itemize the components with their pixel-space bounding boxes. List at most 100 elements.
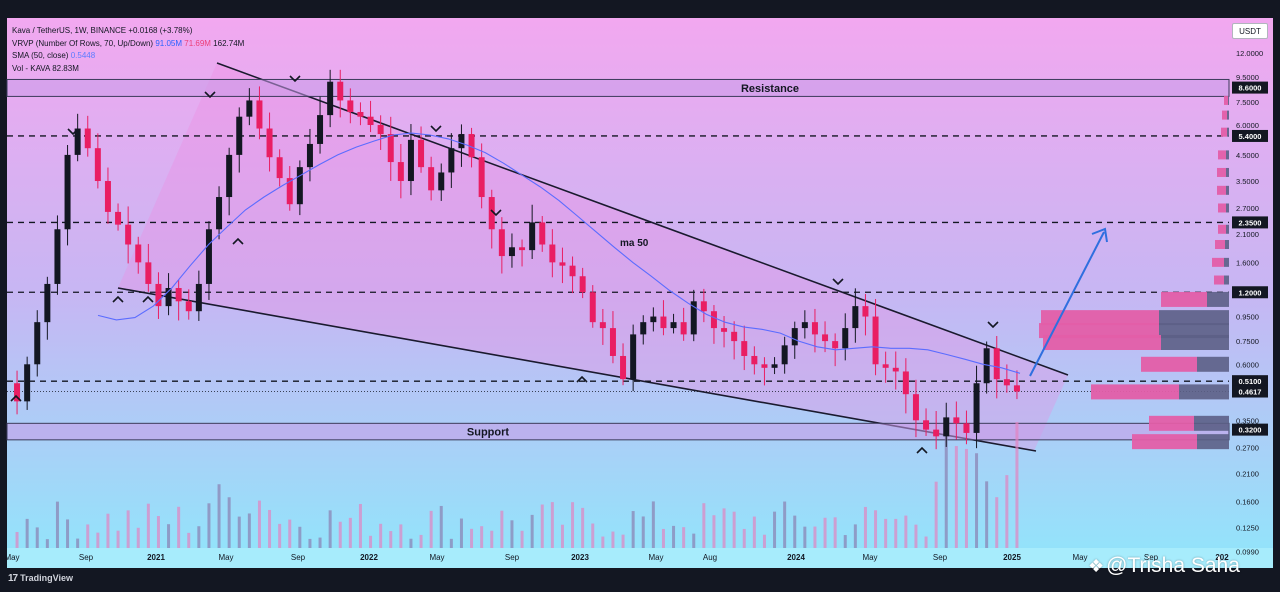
price-label-text-2: 2.3500 bbox=[1239, 218, 1262, 227]
legend-vrvp-row[interactable]: VRVP (Number Of Rows, 70, Up/Down) 91.05… bbox=[12, 38, 244, 51]
candle-body-73 bbox=[751, 355, 758, 365]
candle-body-95 bbox=[973, 383, 980, 433]
volume-bar-3 bbox=[45, 539, 49, 548]
candle-body-20 bbox=[216, 197, 223, 230]
candle-body-61 bbox=[630, 334, 637, 380]
y-tick-label-6: 3.5000 bbox=[1236, 177, 1259, 186]
volume-bar-29 bbox=[308, 538, 312, 548]
candle-body-67 bbox=[690, 301, 697, 335]
candle-body-19 bbox=[205, 229, 212, 284]
candle-body-92 bbox=[943, 417, 950, 437]
legend-sma-row[interactable]: SMA (50, close) 0.5448 bbox=[12, 50, 244, 63]
vp-bar-up-3 bbox=[1043, 334, 1161, 350]
volume-bar-81 bbox=[833, 517, 837, 548]
volume-bar-86 bbox=[884, 518, 888, 548]
tradingview-logo[interactable]: 17 TradingView bbox=[8, 573, 73, 584]
candle-body-55 bbox=[569, 265, 576, 277]
candle-body-66 bbox=[680, 322, 687, 335]
zone-label-1: Support bbox=[467, 427, 509, 439]
volume-bar-43 bbox=[449, 538, 453, 548]
volume-bar-10 bbox=[116, 530, 120, 548]
volume-bar-7 bbox=[86, 524, 90, 548]
annotations: ma 50 bbox=[620, 227, 1108, 377]
pivot-low-marker-5 bbox=[916, 446, 928, 454]
vp-bar-up-0 bbox=[1161, 291, 1207, 307]
y-tick-label-4: 6.0000 bbox=[1236, 121, 1259, 130]
x-tick-label-12: May bbox=[862, 553, 877, 562]
y-tick-label-2: 9.5000 bbox=[1236, 73, 1259, 82]
candle-body-47 bbox=[488, 197, 495, 230]
price-label-text-3: 1.2000 bbox=[1239, 288, 1262, 297]
volume-bar-66 bbox=[682, 527, 686, 548]
x-tick-label-1: Sep bbox=[79, 553, 94, 562]
volume-bar-58 bbox=[601, 536, 605, 548]
candle-body-49 bbox=[508, 247, 515, 257]
volume-bar-5 bbox=[66, 519, 70, 548]
candle-body-90 bbox=[923, 420, 930, 430]
volume-bar-79 bbox=[813, 526, 817, 548]
pivot-low-marker-1 bbox=[112, 295, 124, 303]
vp-bar-down-13 bbox=[1226, 203, 1229, 213]
volume-bar-59 bbox=[611, 531, 615, 548]
candle-body-65 bbox=[670, 322, 677, 329]
zone-box-0 bbox=[6, 78, 1230, 97]
price-axis: 15.000012.00009.50007.50006.00004.50003.… bbox=[1232, 26, 1268, 557]
volume-bar-73 bbox=[752, 516, 756, 548]
volume-value: 82.83M bbox=[52, 63, 79, 73]
legend-symbol-row[interactable]: Kava / TetherUS, 1W, BINANCE +0.0168 (+3… bbox=[12, 25, 244, 38]
volume-bar-50 bbox=[520, 530, 524, 548]
vp-bar-up-12 bbox=[1217, 185, 1226, 195]
vp-bar-up-17 bbox=[1222, 110, 1227, 120]
vp-bar-down-8 bbox=[1226, 224, 1229, 234]
vp-bar-up-8 bbox=[1218, 224, 1226, 234]
vp-bar-down-4 bbox=[1197, 356, 1229, 372]
volume-bar-85 bbox=[874, 510, 878, 548]
y-tick-label-12: 0.6000 bbox=[1236, 360, 1259, 369]
currency-button[interactable]: USDT bbox=[1232, 23, 1268, 39]
y-tick-label-1: 12.0000 bbox=[1236, 49, 1263, 58]
volume-bar-72 bbox=[742, 528, 746, 548]
volume-bar-75 bbox=[773, 511, 777, 548]
candle-body-40 bbox=[418, 139, 425, 168]
price-label-text-0: 8.6000 bbox=[1239, 84, 1262, 93]
volume-bar-62 bbox=[641, 516, 645, 548]
volume-bar-94 bbox=[964, 448, 968, 548]
time-axis: May Sep 2021 May Sep 2022 May Sep 2023 May Aug 2024… bbox=[4, 553, 1229, 562]
candle-body-82 bbox=[842, 328, 849, 349]
volume-bar-16 bbox=[177, 506, 181, 548]
candle-body-26 bbox=[276, 157, 283, 179]
vp-bar-down-0 bbox=[1207, 291, 1229, 307]
zone-box-1 bbox=[6, 422, 1230, 441]
candle-body-12 bbox=[135, 244, 142, 263]
price-label-box-4 bbox=[1232, 375, 1268, 388]
levels-layer bbox=[7, 135, 1229, 392]
volume-bar-78 bbox=[803, 526, 807, 548]
candle-body-5 bbox=[64, 154, 71, 230]
candle-body-35 bbox=[367, 116, 374, 126]
candle-body-88 bbox=[902, 371, 909, 395]
volume-bar-38 bbox=[399, 524, 403, 548]
vp-bar-up-10 bbox=[1212, 257, 1224, 267]
candle-body-99 bbox=[1013, 385, 1020, 392]
vp-bar-up-6 bbox=[1149, 415, 1194, 431]
x-tick-label-9: May bbox=[648, 553, 663, 562]
volume-bar-30 bbox=[318, 537, 322, 548]
price-label-text-5: 0.4617 bbox=[1239, 388, 1262, 397]
candle-body-39 bbox=[407, 139, 414, 182]
volume-bar-24 bbox=[257, 500, 261, 548]
candle-body-41 bbox=[428, 167, 435, 191]
candle-body-84 bbox=[862, 306, 869, 317]
candle-body-70 bbox=[721, 328, 728, 332]
candle-body-81 bbox=[832, 341, 839, 349]
legend-volume-row[interactable]: Vol - KAVA 82.83M bbox=[12, 63, 244, 76]
vp-bar-down-5 bbox=[1179, 384, 1229, 400]
volume-bar-21 bbox=[227, 497, 231, 548]
volume-bar-41 bbox=[429, 510, 433, 548]
candle-body-33 bbox=[347, 100, 354, 112]
volume-bar-47 bbox=[490, 530, 494, 548]
volume-bar-12 bbox=[136, 527, 140, 548]
sma-50-polyline bbox=[97, 132, 1021, 374]
vrvp-value-down: 71.69M bbox=[184, 38, 211, 48]
y-tick-label-5: 4.5000 bbox=[1236, 151, 1259, 160]
